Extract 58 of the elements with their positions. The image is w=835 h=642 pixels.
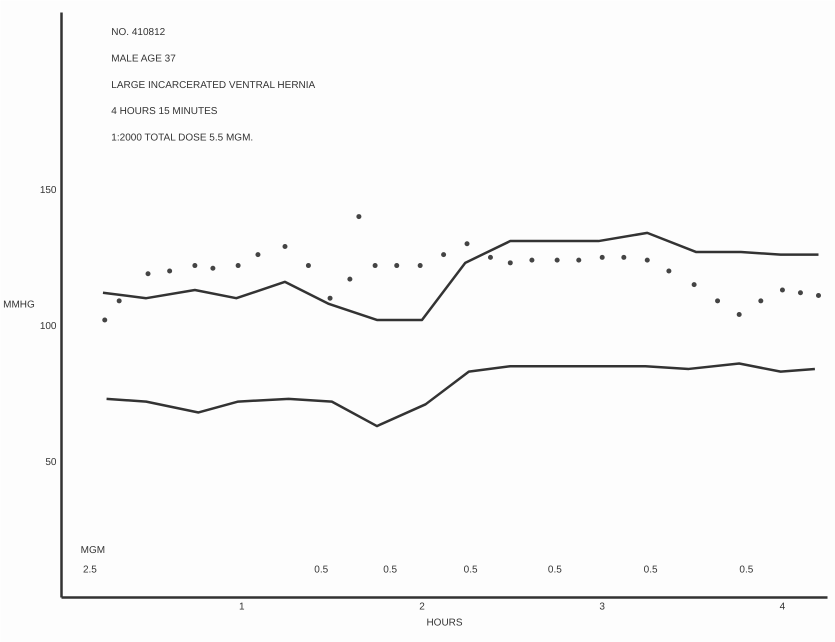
point	[554, 258, 560, 263]
point	[236, 263, 241, 268]
annotation: 0.5	[383, 564, 398, 576]
annotation: 0.5	[314, 564, 329, 576]
point	[282, 244, 288, 249]
point	[621, 254, 626, 260]
point	[488, 254, 493, 260]
annotation: LARGE INCARCERATED VENTRAL HERNIA	[111, 80, 316, 91]
x-tick-label: 4	[780, 602, 786, 612]
y-tick-label: 50	[45, 456, 57, 468]
point	[347, 276, 352, 282]
annotation: 1:2000 TOTAL DOSE 5.5 MGM.	[111, 132, 254, 144]
point	[758, 298, 764, 304]
annotation: 0.5	[644, 564, 658, 576]
point	[372, 263, 378, 268]
x-tick-label: 2	[419, 602, 426, 612]
point	[356, 214, 362, 220]
point	[816, 292, 821, 298]
annotation: 0.5	[548, 564, 562, 576]
point	[644, 258, 650, 263]
annotation: MGM	[80, 544, 106, 556]
annotation: 4 HOURS 15 MINUTES	[111, 106, 218, 118]
y-tick-label: 100	[40, 320, 57, 332]
point	[780, 288, 785, 293]
point	[692, 282, 697, 288]
y-axis-title: MMHG	[3, 300, 36, 310]
point	[328, 296, 333, 301]
point	[116, 298, 122, 304]
point	[715, 298, 720, 304]
y-tick-label: 150	[40, 184, 57, 196]
point	[167, 268, 172, 274]
point	[102, 317, 108, 322]
x-tick-label: 1	[238, 602, 245, 612]
point	[798, 290, 803, 296]
point	[210, 266, 216, 271]
point	[736, 312, 742, 318]
point	[600, 254, 605, 260]
point	[576, 258, 582, 263]
point	[464, 241, 470, 246]
annotation: MALE AGE 37	[111, 53, 176, 64]
point	[306, 263, 311, 268]
point	[508, 260, 513, 266]
line-series	[105, 362, 816, 428]
point	[394, 263, 400, 268]
point	[255, 252, 260, 258]
line-series	[102, 232, 820, 322]
point	[146, 271, 151, 276]
point	[441, 252, 446, 258]
annotation: NO. 410812	[111, 27, 166, 38]
point	[192, 263, 198, 268]
annotation: 2.5	[82, 564, 98, 576]
x-axis-title: HOURS	[426, 618, 463, 628]
annotation: 0.5	[464, 564, 478, 576]
point	[666, 268, 672, 274]
x-tick-label: 3	[599, 602, 606, 612]
point	[529, 258, 534, 263]
point	[418, 263, 423, 268]
annotation: 0.5	[739, 564, 754, 576]
